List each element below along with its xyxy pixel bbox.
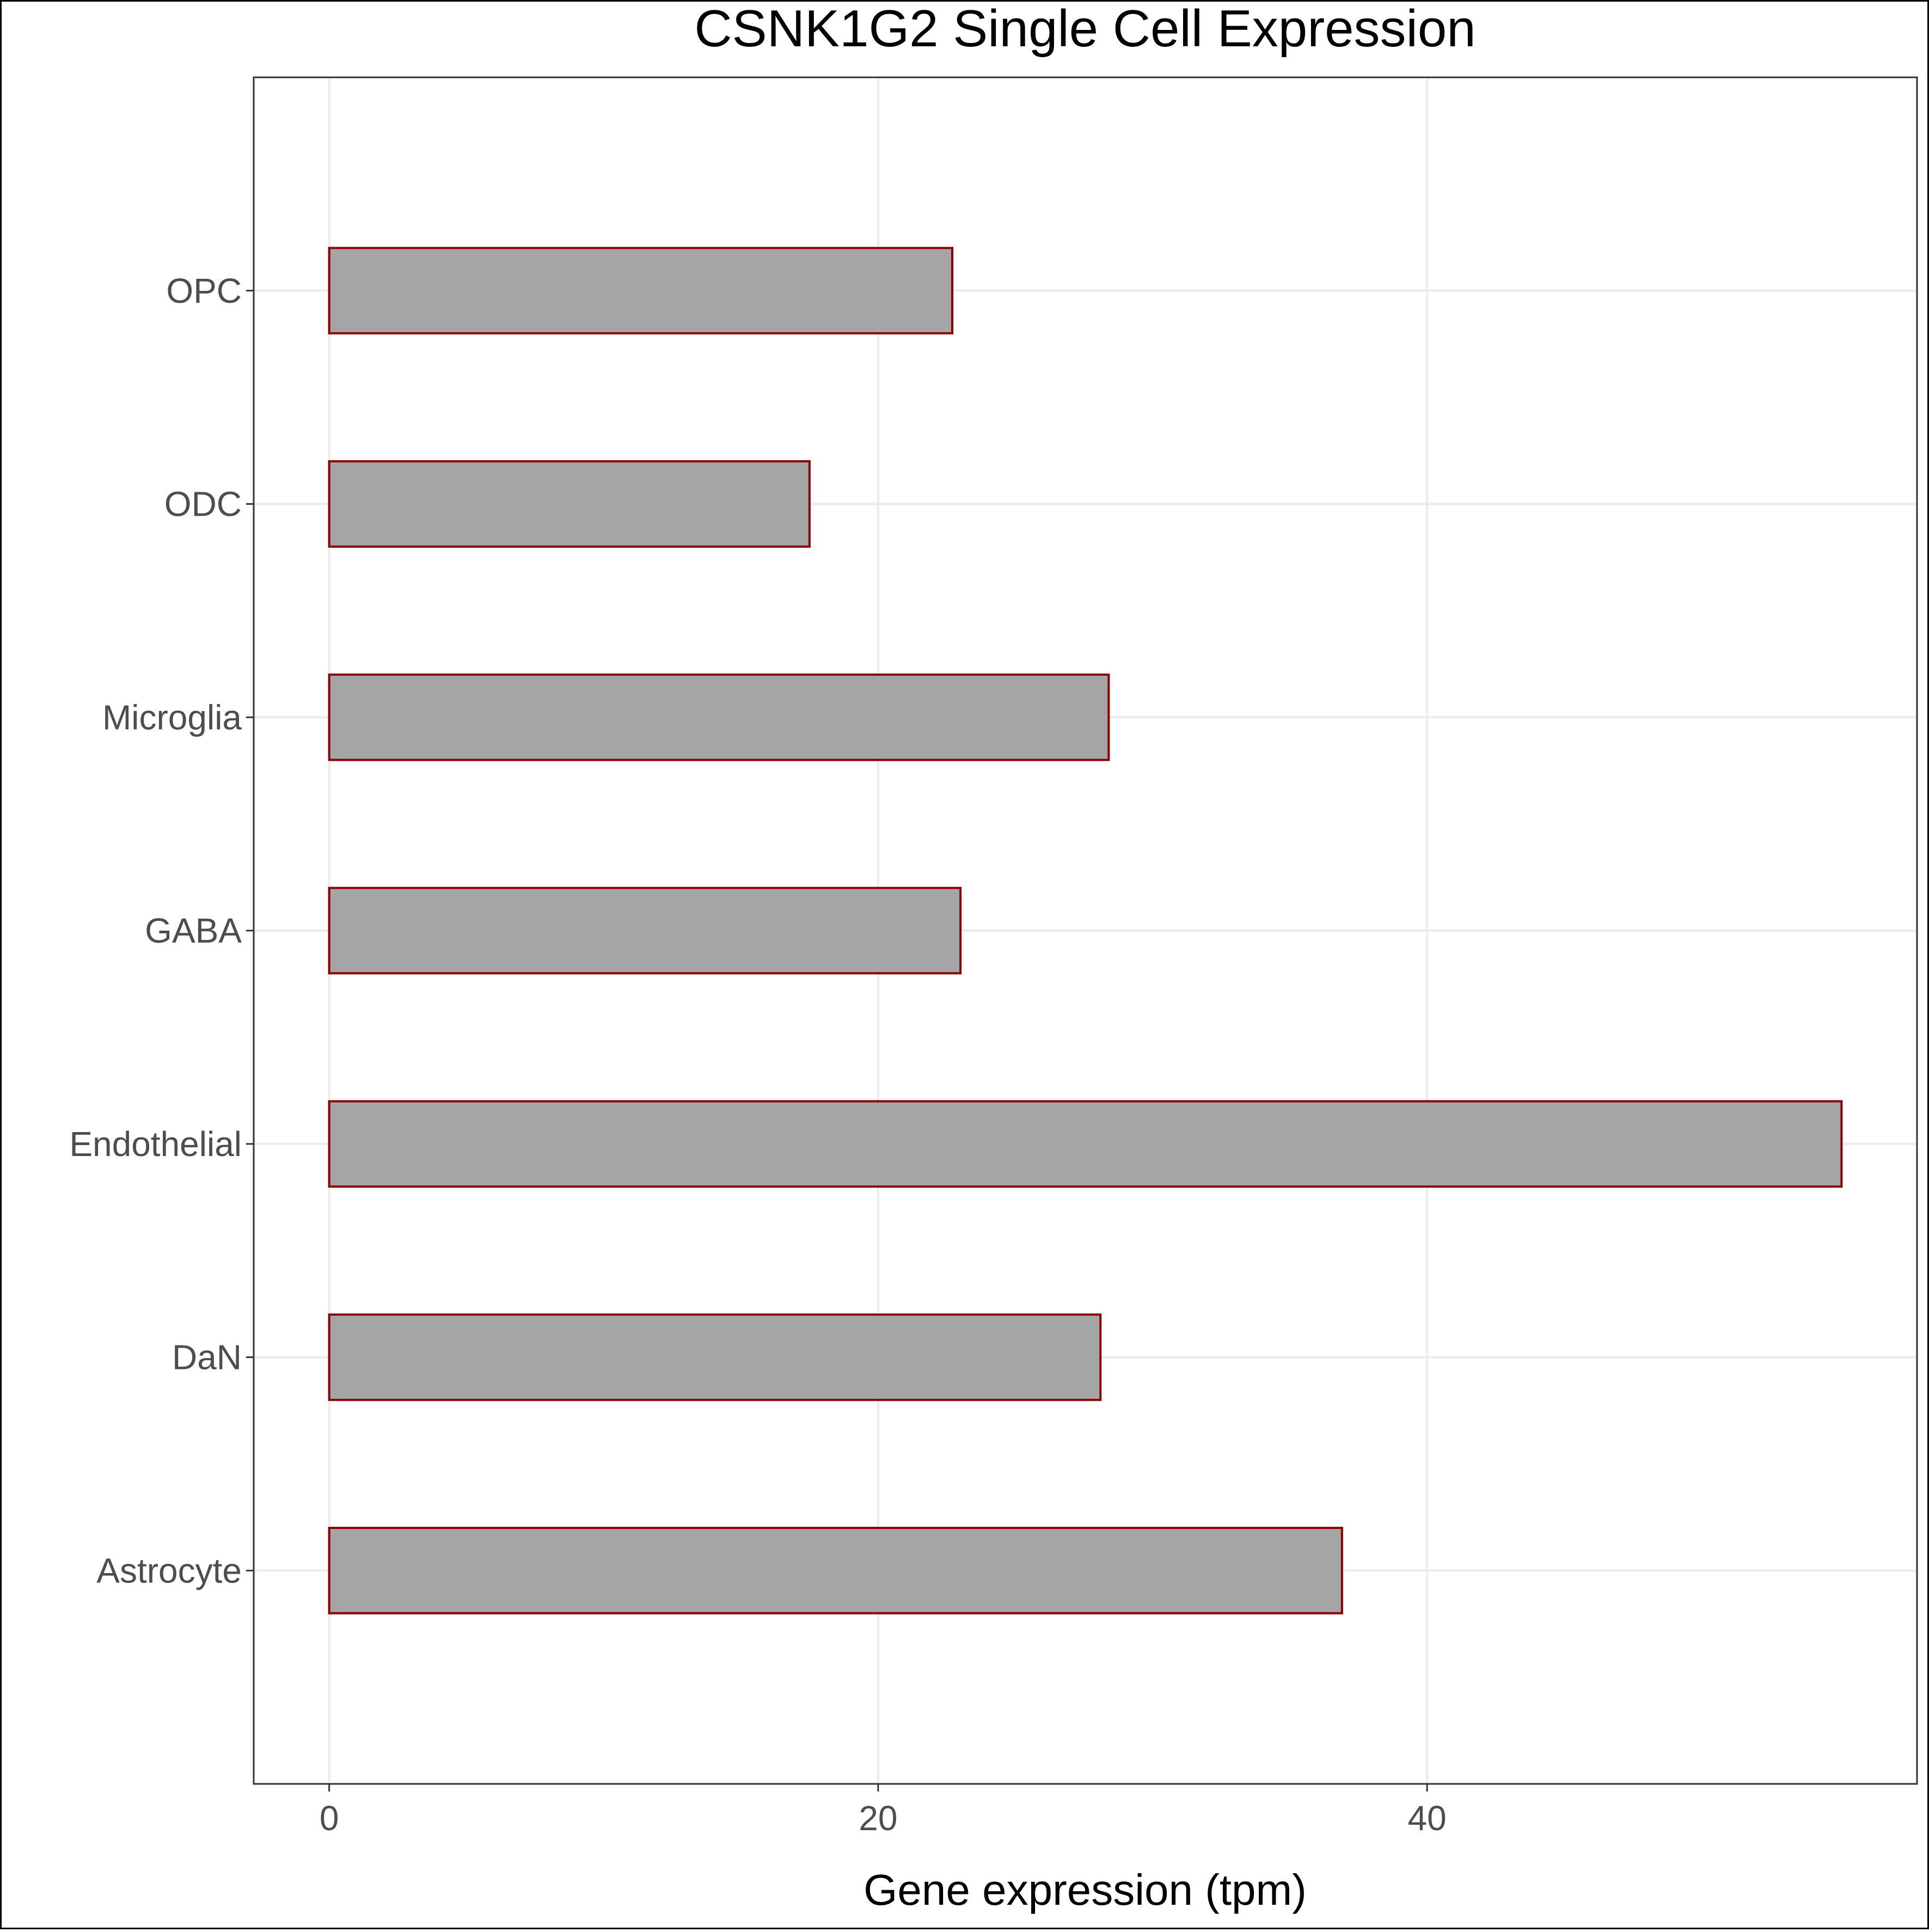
y-tick-label: Endothelial [69,1124,242,1164]
bar [328,673,1110,761]
x-axis-title: Gene expression (tpm) [864,1866,1307,1914]
y-tick-label: ODC [164,485,242,524]
bar [328,1313,1102,1401]
y-tick-label: OPC [166,271,242,310]
bar [328,1526,1343,1615]
bar [328,460,811,548]
bar [328,886,962,975]
x-tick-label: 20 [859,1799,897,1838]
y-tick-label: Microglia [102,698,242,737]
y-axis: Astrocyte DaN Endothelial GABA Microglia ODC O… [69,271,254,1590]
x-tick-label: 0 [320,1799,339,1838]
x-tick-label: 40 [1408,1799,1447,1838]
bar [328,247,953,335]
chart-title: CSNK1G2 Single Cell Expression [694,0,1475,58]
y-tick-label: GABA [145,911,242,950]
y-tick-label: DaN [172,1338,242,1377]
x-axis: 0 20 40 [320,1784,1447,1838]
bar [328,1100,1843,1188]
y-tick-label: Astrocyte [96,1551,242,1590]
bars-layer [328,247,1843,1615]
